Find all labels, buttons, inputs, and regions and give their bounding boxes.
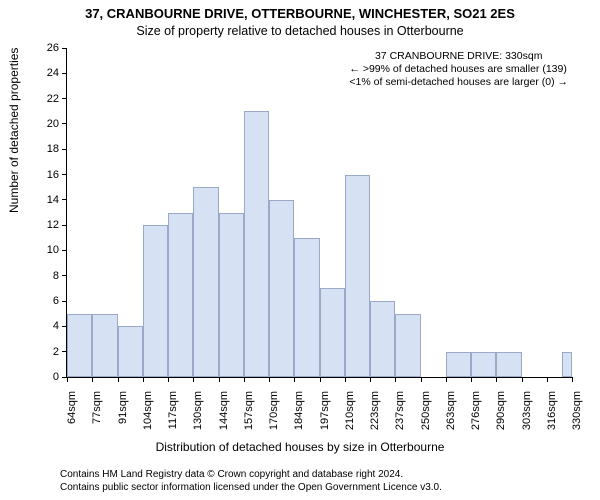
y-tick-label: 6 xyxy=(53,295,67,307)
histogram-bar xyxy=(67,314,92,377)
x-tick-label: 117sqm xyxy=(167,391,179,429)
y-tick-label: 26 xyxy=(47,42,67,54)
chart-container: 37, CRANBOURNE DRIVE, OTTERBOURNE, WINCH… xyxy=(0,0,600,500)
annotation-line3: <1% of semi-detached houses are larger (… xyxy=(349,76,568,89)
footer-line2: Contains public sector information licen… xyxy=(60,482,442,495)
annotation-box: 37 CRANBOURNE DRIVE: 330sqm ← >99% of de… xyxy=(349,50,568,89)
annotation-line2: ← >99% of detached houses are smaller (1… xyxy=(349,63,568,76)
histogram-bar xyxy=(471,352,496,377)
y-tick-label: 10 xyxy=(47,244,67,256)
x-tick-label: 184sqm xyxy=(293,391,305,430)
footer-attribution: Contains HM Land Registry data © Crown c… xyxy=(60,469,442,494)
y-tick-label: 20 xyxy=(47,118,67,130)
histogram-bar xyxy=(92,314,117,377)
x-tick-label: 237sqm xyxy=(394,391,406,430)
histogram-bar xyxy=(168,213,193,378)
y-tick-label: 4 xyxy=(53,320,67,332)
x-tick-label: 64sqm xyxy=(66,391,78,424)
y-tick-label: 18 xyxy=(47,143,67,155)
y-tick-label: 14 xyxy=(47,194,67,206)
x-tick-label: 250sqm xyxy=(420,391,432,430)
x-tick-label: 276sqm xyxy=(470,391,482,430)
x-tick-label: 330sqm xyxy=(571,391,583,430)
x-tick-label: 303sqm xyxy=(521,391,533,430)
x-tick-label: 104sqm xyxy=(142,391,154,430)
chart-subtitle: Size of property relative to detached ho… xyxy=(0,24,600,38)
x-tick-label: 144sqm xyxy=(218,391,230,430)
x-tick-label: 197sqm xyxy=(319,391,331,430)
histogram-bar xyxy=(496,352,521,377)
plot-area: 02468101214161820222426 64sqm77sqm91sqm1… xyxy=(66,48,572,378)
histogram-bar xyxy=(395,314,420,377)
x-tick-label: 210sqm xyxy=(344,391,356,430)
histogram-bar xyxy=(143,225,168,377)
histogram-bar xyxy=(219,213,244,378)
x-tick-label: 223sqm xyxy=(369,391,381,430)
histogram-bar xyxy=(320,288,345,377)
x-tick-label: 290sqm xyxy=(495,391,507,430)
x-tick-label: 316sqm xyxy=(546,391,558,430)
y-tick-label: 8 xyxy=(53,270,67,282)
histogram-bar xyxy=(193,187,218,377)
y-tick-label: 24 xyxy=(47,67,67,79)
bars-layer xyxy=(67,48,572,377)
annotation-line1: 37 CRANBOURNE DRIVE: 330sqm xyxy=(349,50,568,63)
histogram-bar xyxy=(294,238,319,377)
histogram-bar xyxy=(345,175,370,377)
x-tick-label: 157sqm xyxy=(243,391,255,430)
histogram-bar xyxy=(370,301,395,377)
x-tick-label: 91sqm xyxy=(117,391,129,424)
y-tick-label: 0 xyxy=(53,371,67,383)
chart-title-address: 37, CRANBOURNE DRIVE, OTTERBOURNE, WINCH… xyxy=(0,6,600,21)
y-tick-label: 2 xyxy=(53,346,67,358)
y-tick-label: 16 xyxy=(47,169,67,181)
y-tick-label: 12 xyxy=(47,219,67,231)
y-tick-label: 22 xyxy=(47,93,67,105)
y-axis-label: Number of detached properties xyxy=(7,48,21,213)
x-tick-label: 263sqm xyxy=(445,391,457,430)
histogram-bar-highlight xyxy=(562,352,572,377)
x-tick-label: 130sqm xyxy=(192,391,204,430)
histogram-bar xyxy=(269,200,294,377)
x-tick-label: 77sqm xyxy=(91,391,103,424)
histogram-bar xyxy=(446,352,471,377)
x-tick-label: 170sqm xyxy=(268,391,280,430)
histogram-bar xyxy=(118,326,143,377)
histogram-bar xyxy=(244,111,269,377)
footer-line1: Contains HM Land Registry data © Crown c… xyxy=(60,469,442,482)
x-axis-label: Distribution of detached houses by size … xyxy=(0,440,600,454)
